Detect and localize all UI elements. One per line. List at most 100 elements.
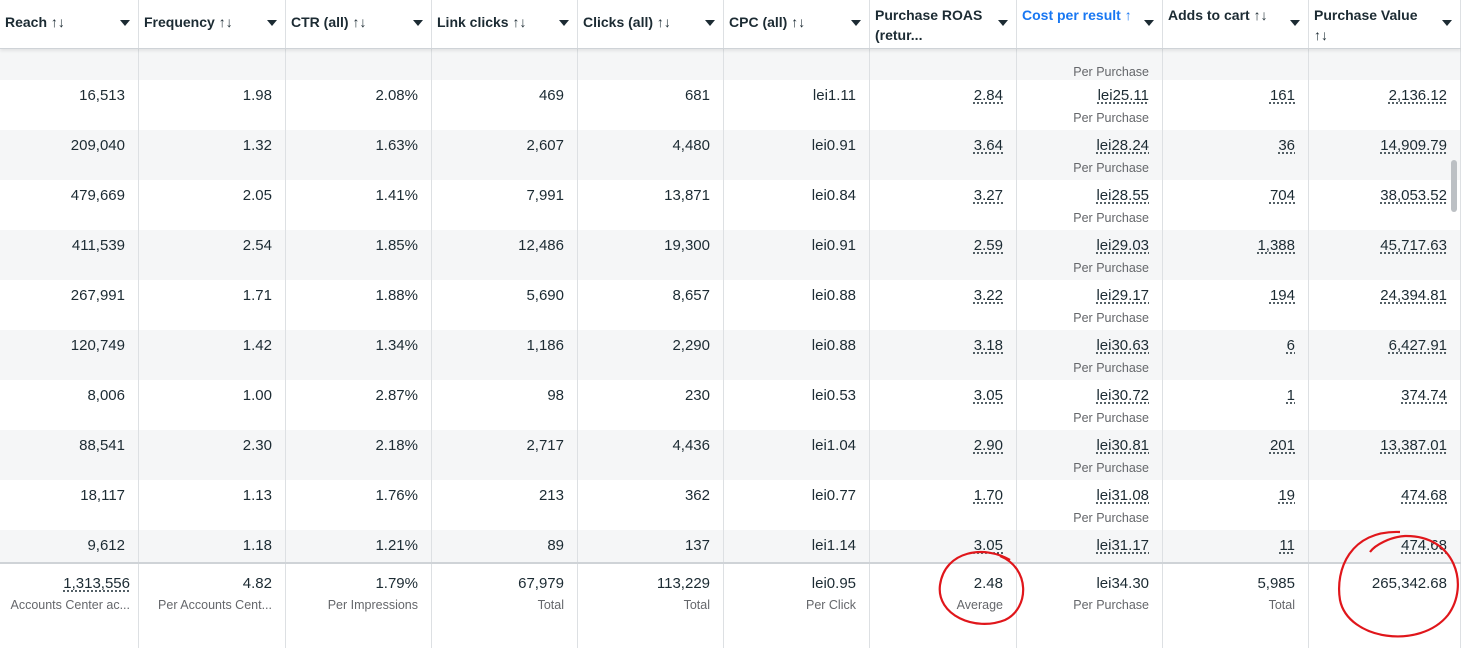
dropdown-caret[interactable] [1144,20,1154,26]
dropdown-caret[interactable] [1442,20,1452,26]
cell-value: 1.70 [973,487,1003,504]
dropdown-caret[interactable] [559,20,569,26]
table-cell: 267,991 [0,280,139,330]
cell-value: 194 [1269,287,1295,304]
column-header[interactable]: Purchase ROAS (retur... [870,0,1017,48]
column-header[interactable]: Adds to cart ↑↓ [1163,0,1309,48]
table-cell: 24,394.81 [1309,280,1461,330]
column-header[interactable]: Reach ↑↓ [0,0,139,48]
table-header: Reach ↑↓ Frequency ↑↓ CTR (all) ↑↓ Link cli… [0,0,1461,49]
table-cell: 2.54 [139,230,286,280]
cell-value: 7,991 [526,187,564,204]
total-value: 4.82 [242,575,272,592]
header-label: Reach ↑↓ [5,14,65,30]
column-header[interactable]: Clicks (all) ↑↓ [578,0,724,48]
cell-value: lei1.04 [811,437,856,454]
cell-value: 9,612 [87,537,125,554]
header-label: Link clicks ↑↓ [437,14,527,30]
cell-value: 5,690 [526,287,564,304]
table-cell: 137 [578,530,724,562]
cell-value: lei0.77 [811,487,856,504]
header-label: CTR (all) ↑↓ [291,14,367,30]
cell-value: lei0.53 [811,387,856,404]
cell-sublabel: Per Purchase [1073,261,1149,275]
dropdown-caret[interactable] [851,20,861,26]
cell-value: 230 [684,387,710,404]
table-cell: 213 [432,480,578,530]
cell-value: 12,486 [518,237,564,254]
table-cell: 3.27 [870,180,1017,230]
header-label: Purchase ROAS (retur... [875,7,983,43]
total-sublabel: Total [1268,598,1295,612]
cell-value: 98 [547,387,564,404]
cell-value: 2,290 [672,337,710,354]
table-cell: lei0.91 [724,230,870,280]
dropdown-caret[interactable] [1290,20,1300,26]
total-value: 113,229 [656,575,710,592]
cell-sublabel: Per Purchase [1073,311,1149,325]
cell-value: 2,717 [526,437,564,454]
cell-value: 2.54 [242,237,272,254]
table-cell: 1.76% [286,480,432,530]
total-cell: 4.82 Per Accounts Cent... [139,564,286,648]
total-sublabel: Per Accounts Cent... [158,598,272,612]
cell-value: 469 [538,87,564,104]
cell-value: 704 [1269,187,1295,204]
table-row: 411,539 2.54 1.85% 12,486 19,300 lei0.91 2.59 l… [0,230,1461,280]
cell-value: 362 [684,487,710,504]
table-cell: 36 [1163,130,1309,180]
cell-value: 4,480 [672,137,710,154]
cell-value: 19 [1278,487,1295,504]
cell-value: 2.87% [375,387,418,404]
cell-value: 38,053.52 [1380,187,1447,204]
dropdown-caret[interactable] [120,20,130,26]
cell-value: 3.18 [973,337,1003,354]
column-header[interactable]: Cost per result ↑ [1017,0,1163,48]
table-cell: 1.71 [139,280,286,330]
total-value: 5,985 [1257,575,1295,592]
cell-value: 209,040 [70,137,125,154]
dropdown-caret[interactable] [705,20,715,26]
table-cell: 2,290 [578,330,724,380]
total-sublabel: Per Click [805,598,856,612]
dropdown-caret[interactable] [267,20,277,26]
table-cell: 19 [1163,480,1309,530]
dropdown-caret[interactable] [998,20,1008,26]
header-label: Frequency ↑↓ [144,14,233,30]
header-label: Cost per result ↑ [1022,7,1132,23]
cell-value: 3.05 [973,387,1003,404]
column-header[interactable]: Frequency ↑↓ [139,0,286,48]
column-header[interactable]: CPC (all) ↑↓ [724,0,870,48]
table-cell: lei29.03 Per Purchase [1017,230,1163,280]
cell-value: 2.59 [973,237,1003,254]
table-cell: 1.18 [139,530,286,562]
table-cell: 1.13 [139,480,286,530]
table-cell: 6,427.91 [1309,330,1461,380]
cell-value: 161 [1269,87,1295,104]
table-body: Per Purchase 16,513 1.98 2.08% 469 681 lei1.11… [0,48,1461,562]
table-cell: 4,480 [578,130,724,180]
cell-value: 474.68 [1401,537,1447,554]
total-cell: lei0.95 Per Click [724,564,870,648]
cell-value: 267,991 [70,287,125,304]
column-header[interactable]: Link clicks ↑↓ [432,0,578,48]
cell-value: 8,657 [672,287,710,304]
column-header[interactable]: CTR (all) ↑↓ [286,0,432,48]
table-cell: 1.98 [139,80,286,130]
totals-row: 1,313,556 Accounts Center ac... 4.82 Per Ac… [0,562,1461,648]
scrollbar[interactable] [1451,160,1457,212]
table-cell: 2.84 [870,80,1017,130]
column-header[interactable]: Purchase Value ↑↓ [1309,0,1461,48]
table-row: 209,040 1.32 1.63% 2,607 4,480 lei0.91 3.64 lei… [0,130,1461,180]
cell-value: 3.64 [973,137,1003,154]
total-value: 1.79% [375,575,418,592]
table-cell [0,48,139,80]
table-cell: 98 [432,380,578,430]
cell-value: 8,006 [87,387,125,404]
cell-value: 201 [1269,437,1295,454]
cell-value: 1.76% [375,487,418,504]
dropdown-caret[interactable] [413,20,423,26]
cell-value: 1.18 [242,537,272,554]
total-cell: 5,985 Total [1163,564,1309,648]
